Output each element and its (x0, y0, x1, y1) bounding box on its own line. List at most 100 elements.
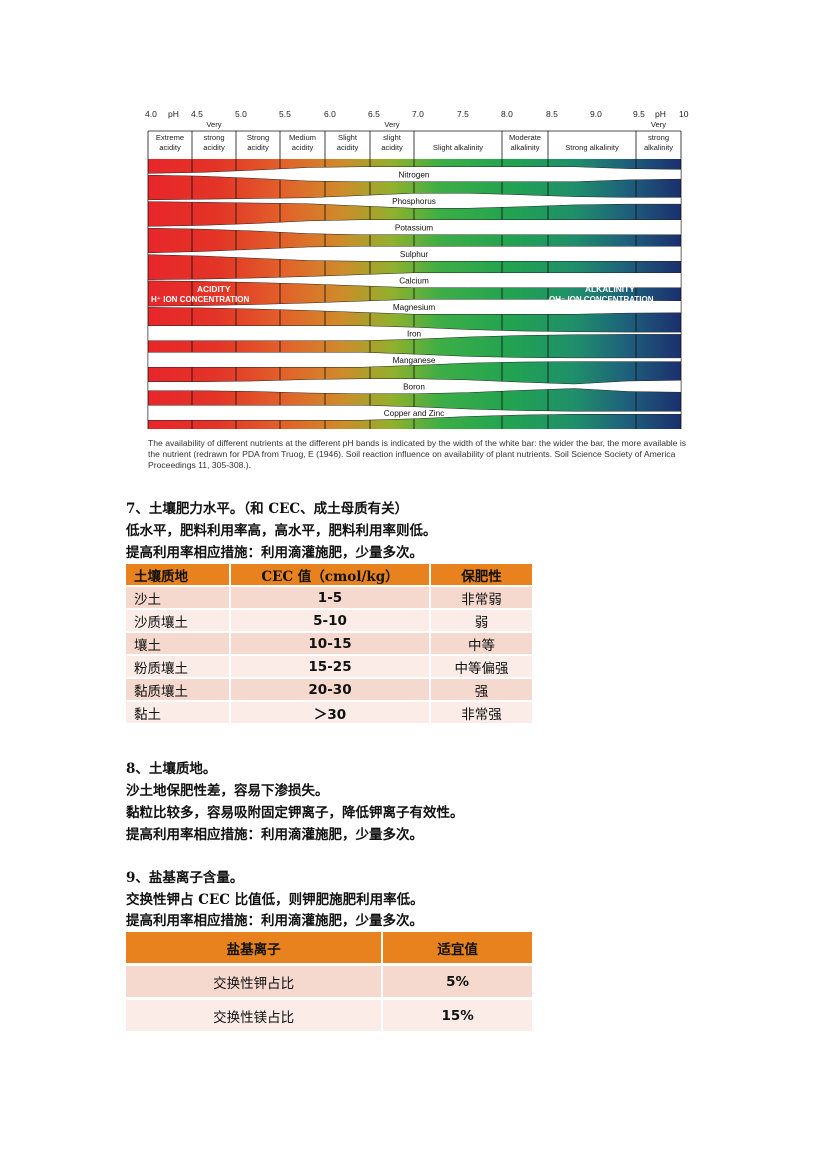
nutrient-bars (147, 166, 682, 421)
base-ion-table: 盐基离子 适宜值 交换性钾占比 5% 交换性镁占比 15% (124, 929, 534, 1034)
figure-caption: The availability of different nutrients … (148, 438, 687, 470)
table-cell: 1-5 (231, 587, 429, 608)
section-7-heading: 7、土壤肥力水平。（和 CEC、成土母质有关） (126, 501, 409, 517)
nutrient-label: Magnesium (393, 303, 436, 312)
header-cell: 盐基离子 (126, 932, 382, 963)
table-cell: 黏质壤土 (126, 679, 230, 700)
ph-tick-label: 7.0 (412, 109, 424, 119)
ph-tick-label: 4.5 (191, 109, 203, 119)
band-label: Very (384, 120, 399, 129)
section-9-line-2: 提高利用率相应措施：利用滴灌施肥，少量多次。 (126, 913, 423, 929)
ph-tick-label: 9.0 (590, 109, 602, 119)
alkalinity-label: ALKALINITY (585, 284, 635, 294)
section-7-line-1: 低水平，肥料利用率高，高水平，肥料利用率则低。 (126, 523, 437, 539)
ph-nutrient-availability-figure: 4.0 pH 4.5 5.0 5.5 6.0 6.5 7.0 7.5 8.0 8.5 9.0 9.5 pH… (139, 104, 694, 484)
ph-tick-label: pH (168, 109, 179, 119)
nutrient-label: Boron (403, 382, 425, 391)
base-ion-table-header: 盐基离子 适宜值 (126, 932, 532, 963)
ph-tick-label: 4.0 (145, 109, 157, 119)
ph-tick-label: 5.5 (279, 109, 291, 119)
header-cell: CEC 值（cmol/kg） (231, 564, 429, 585)
table-row: 沙质壤土 5-10 弱 (126, 610, 532, 631)
cec-table: 土壤质地 CEC 值（cmol/kg） 保肥性 沙土 1-5 非常弱 沙质壤土 … (124, 562, 534, 725)
table-cell: 中等偏强 (430, 656, 532, 677)
table-row: 沙土 1-5 非常弱 (126, 587, 532, 608)
band-label: Slight alkalinity (433, 143, 483, 152)
nutrient-bar (147, 378, 682, 394)
cec-table-header: 土壤质地 CEC 值（cmol/kg） 保肥性 (126, 564, 532, 585)
table-row: 交换性镁占比 15% (126, 1000, 532, 1031)
table-cell: 交换性镁占比 (126, 1000, 382, 1031)
table-cell: 10-15 (231, 633, 429, 654)
table-cell: 非常弱 (430, 587, 532, 608)
ph-chart: 4.0 pH 4.5 5.0 5.5 6.0 6.5 7.0 7.5 8.0 8.5 9.0 9.5 pH… (145, 109, 689, 429)
header-cell: 适宜值 (383, 932, 532, 963)
table-cell: 中等 (430, 633, 532, 654)
table-row: 交换性钾占比 5% (126, 966, 532, 997)
ph-tick-label: 6.0 (324, 109, 336, 119)
nutrient-label: Potassium (395, 223, 433, 232)
alkalinity-sub-label: OH⁻ ION CONCENTRATION (549, 295, 654, 304)
nutrient-bar (147, 219, 682, 235)
table-row: 壤土 10-15 中等 (126, 633, 532, 654)
header-cell: 土壤质地 (126, 564, 230, 585)
table-cell: 强 (430, 679, 532, 700)
ph-tick-label: 10 (679, 109, 689, 119)
section-9-line-1: 交换性钾占 CEC 比值低，则钾肥施肥利用率低。 (126, 892, 424, 908)
table-row: 黏质壤土 20-30 强 (126, 679, 532, 700)
band-label: Very (651, 120, 666, 129)
ph-tick-label: 7.5 (457, 109, 469, 119)
band-label: Strong alkalinity (565, 143, 619, 152)
nutrient-bar (147, 193, 682, 209)
nutrient-label: Manganese (393, 356, 436, 365)
table-cell: 15% (383, 1000, 532, 1031)
band-label: Medium (289, 133, 316, 142)
band-label: alkalinity (644, 143, 673, 152)
table-cell: 粉质壤土 (126, 656, 230, 677)
band-label: slight (383, 133, 402, 142)
table-cell: 黏土 (126, 702, 230, 723)
ph-tick-label: 8.0 (501, 109, 513, 119)
nutrient-bar (147, 272, 682, 288)
ph-tick-label: 9.5 (633, 109, 645, 119)
nutrient-bar (147, 299, 682, 315)
table-row: 粉质壤土 15-25 中等偏强 (126, 656, 532, 677)
section-7-line-2: 提高利用率相应措施：利用滴灌施肥，少量多次。 (126, 545, 423, 561)
table-cell: 沙土 (126, 587, 230, 608)
nutrient-bar (147, 166, 682, 182)
nutrient-bar (147, 246, 682, 262)
nutrient-bar (147, 352, 682, 368)
band-label: acidity (292, 143, 314, 152)
band-label: Slight (338, 133, 358, 142)
nutrient-label: Phosphorus (392, 197, 436, 206)
ph-tick-label: 8.5 (546, 109, 558, 119)
nutrient-bar (147, 325, 682, 341)
nutrient-labels: Nitrogen Phosphorus Potassium Sulphur Calciu… (384, 170, 445, 418)
nutrient-bar (147, 405, 682, 421)
band-label: acidity (337, 143, 359, 152)
nutrient-label: Sulphur (400, 250, 428, 259)
nutrient-label: Iron (407, 329, 422, 338)
band-label: acidity (159, 143, 181, 152)
band-label: acidity (247, 143, 269, 152)
nutrient-label: Calcium (399, 276, 429, 285)
band-label: strong (648, 133, 669, 142)
table-cell: 交换性钾占比 (126, 966, 382, 997)
nutrient-label: Nitrogen (399, 170, 430, 179)
table-cell: 沙质壤土 (126, 610, 230, 631)
acidity-sub-label: H⁺ ION CONCENTRATION (151, 295, 250, 304)
ph-tick-label: 5.0 (235, 109, 247, 119)
section-9-heading: 9、盐基离子含量。 (126, 870, 244, 886)
table-cell: 5-10 (231, 610, 429, 631)
section-8-line-2: 黏粒比较多，容易吸附固定钾离子，降低钾离子有效性。 (126, 805, 464, 821)
table-cell: 20-30 (231, 679, 429, 700)
ph-tick-label: pH (655, 109, 666, 119)
section-8-line-3: 提高利用率相应措施：利用滴灌施肥，少量多次。 (126, 827, 423, 843)
table-cell: 弱 (430, 610, 532, 631)
section-8-heading: 8、土壤质地。 (126, 761, 217, 777)
band-label: Moderate (509, 133, 541, 142)
table-row: 黏土 ＞30 非常强 (126, 702, 532, 723)
band-labels: ExtremeacidityVerystrongacidityStrongaci… (156, 120, 673, 152)
acidity-label: ACIDITY (197, 284, 231, 294)
